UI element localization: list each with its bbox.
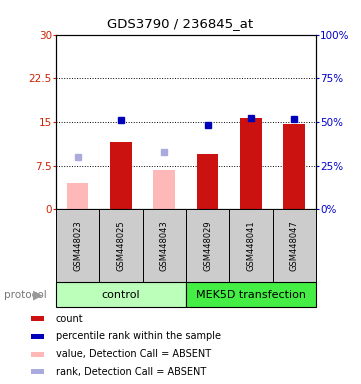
- Bar: [67, 183, 88, 209]
- Bar: [240, 118, 262, 209]
- Text: protocol: protocol: [4, 290, 46, 300]
- Bar: [31, 334, 44, 339]
- Text: rank, Detection Call = ABSENT: rank, Detection Call = ABSENT: [56, 367, 206, 377]
- Bar: [56, 282, 186, 307]
- Text: count: count: [56, 314, 84, 324]
- Text: GDS3790 / 236845_at: GDS3790 / 236845_at: [108, 17, 253, 30]
- Text: GSM448043: GSM448043: [160, 220, 169, 271]
- Text: ▶: ▶: [33, 288, 43, 301]
- Bar: [186, 209, 229, 282]
- Text: MEK5D transfection: MEK5D transfection: [196, 290, 306, 300]
- Bar: [197, 154, 218, 209]
- Bar: [31, 369, 44, 374]
- Text: GSM448041: GSM448041: [247, 220, 255, 271]
- Text: GSM448029: GSM448029: [203, 220, 212, 271]
- Bar: [153, 170, 175, 209]
- Bar: [229, 209, 273, 282]
- Text: percentile rank within the sample: percentile rank within the sample: [56, 331, 221, 341]
- Bar: [273, 209, 316, 282]
- Bar: [99, 209, 143, 282]
- Bar: [56, 209, 99, 282]
- Bar: [31, 316, 44, 321]
- Bar: [110, 142, 132, 209]
- Bar: [283, 124, 305, 209]
- Text: control: control: [102, 290, 140, 300]
- Bar: [186, 282, 316, 307]
- Text: GSM448047: GSM448047: [290, 220, 299, 271]
- Text: GSM448023: GSM448023: [73, 220, 82, 271]
- Text: GSM448025: GSM448025: [117, 220, 125, 271]
- Bar: [31, 352, 44, 356]
- Bar: [143, 209, 186, 282]
- Text: value, Detection Call = ABSENT: value, Detection Call = ABSENT: [56, 349, 211, 359]
